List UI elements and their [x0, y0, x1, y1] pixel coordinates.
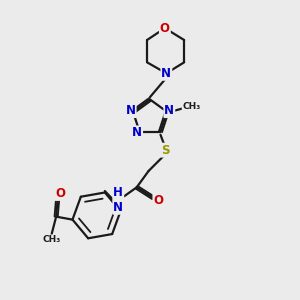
- Text: O: O: [55, 187, 65, 200]
- Text: N: N: [161, 67, 171, 80]
- Text: N: N: [164, 104, 174, 117]
- Text: S: S: [161, 144, 169, 157]
- Text: H
N: H N: [113, 186, 123, 214]
- Text: CH₃: CH₃: [43, 235, 61, 244]
- Text: O: O: [153, 194, 164, 207]
- Text: CH₃: CH₃: [182, 102, 201, 111]
- Text: N: N: [126, 104, 136, 117]
- Text: O: O: [160, 22, 170, 34]
- Text: N: N: [132, 126, 142, 140]
